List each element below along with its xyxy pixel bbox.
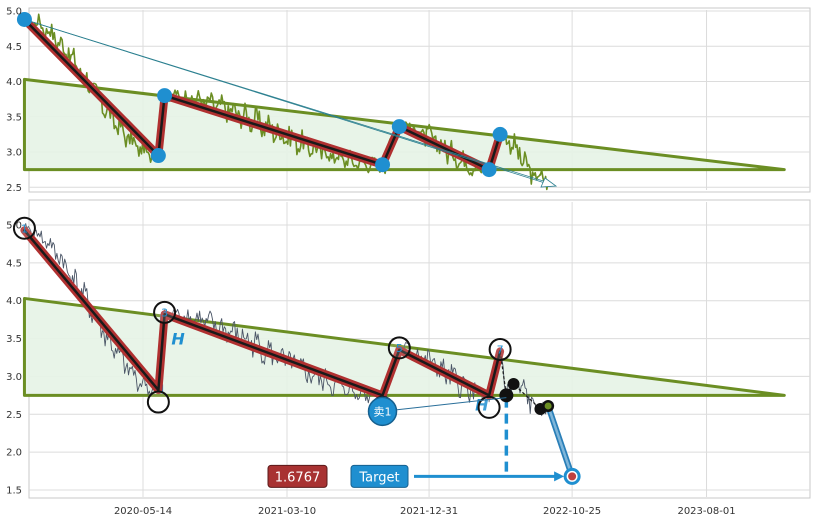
pattern-point-label: 3	[161, 306, 168, 319]
bot-ytick-label: 3.0	[6, 372, 22, 383]
pattern-point-marker	[488, 337, 512, 361]
x-tick-label: 2023-08-01	[677, 506, 735, 517]
top-ytick-label: 3.0	[6, 148, 22, 159]
breakout-point	[507, 378, 520, 390]
detail-pattern	[20, 226, 505, 400]
bot-ytick-label: 4.5	[6, 258, 22, 269]
pattern-point-marker	[146, 390, 170, 414]
detail-x-axis: 2020-05-14 2021-03-10 2021-12-31 2022-10-25…	[114, 506, 736, 517]
overview-panel: 2.5 3.0 3.5 4.0 4.5 5.0	[6, 7, 811, 194]
detail-y-axis: 1.5 2.0 2.5 3.0 3.5 4.0 4.5 5.0	[6, 221, 22, 497]
x-tick-label: 2022-10-25	[543, 506, 601, 517]
pattern-point-label: 5	[396, 342, 403, 355]
bot-ytick-label: 3.5	[6, 334, 22, 345]
x-tick-label: 2021-03-10	[258, 506, 316, 517]
top-ytick-label: 3.5	[6, 112, 22, 123]
overview-pivot-marker	[150, 148, 166, 164]
overview-pivot-marker	[481, 162, 497, 178]
detail-grid	[29, 202, 810, 497]
projection-line	[546, 404, 574, 478]
target-marker-inner	[568, 472, 577, 481]
overview-y-axis: 2.5 3.0 3.5 4.0 4.5 5.0	[6, 7, 22, 194]
bot-ytick-label: 2.0	[6, 448, 22, 459]
top-ytick-label: 2.5	[6, 183, 22, 194]
breakout-point	[499, 388, 514, 403]
target-arrow-head	[554, 471, 565, 482]
trend-arrow-head	[540, 177, 558, 188]
bot-pattern-line	[23, 229, 502, 397]
pattern-point-marker	[387, 336, 411, 360]
overview-trend-arrows	[24, 19, 558, 188]
overview-pivot-marker	[492, 126, 508, 142]
overview-pivot-marker	[375, 157, 391, 173]
top-ytick-label: 4.5	[6, 42, 22, 53]
overview-pivot-marker	[391, 119, 407, 135]
sell-connector	[382, 397, 507, 412]
trend-arrow-line	[24, 19, 554, 185]
detail-annotations: 卖1 1.6767 Target	[267, 396, 565, 488]
pattern-point-marker	[153, 300, 177, 324]
height-label: H	[171, 330, 185, 349]
pattern-point-label: 1	[21, 222, 28, 235]
bot-ytick-label: 1.5	[6, 486, 22, 497]
bot-ytick-label: 5.0	[6, 221, 22, 232]
target-value-label: 1.6767	[275, 470, 321, 485]
overview-pivot-marker	[16, 11, 32, 27]
sell-marker	[367, 396, 398, 427]
pattern-point-marker	[477, 395, 501, 419]
x-tick-label: 2020-05-14	[114, 506, 172, 517]
overview-pivot-marker	[157, 88, 173, 104]
target-value-badge	[267, 464, 328, 488]
bot-ytick-label: 4.0	[6, 296, 22, 307]
bot-ytick-label: 2.5	[6, 410, 22, 421]
sell-marker-label: 卖1	[374, 405, 392, 418]
breakout-point-inner	[544, 402, 552, 410]
target-badge	[350, 464, 409, 488]
overview-pivot-markers	[16, 11, 508, 178]
pattern-point-label: 7	[497, 343, 504, 356]
target-badge-label: Target	[358, 470, 399, 485]
top-ytick-label: 5.0	[6, 7, 22, 18]
x-tick-label: 2021-12-31	[400, 506, 458, 517]
pattern-point-marker	[12, 216, 36, 240]
detail-breakout-path	[499, 351, 581, 485]
top-ytick-label: 4.0	[6, 77, 22, 88]
